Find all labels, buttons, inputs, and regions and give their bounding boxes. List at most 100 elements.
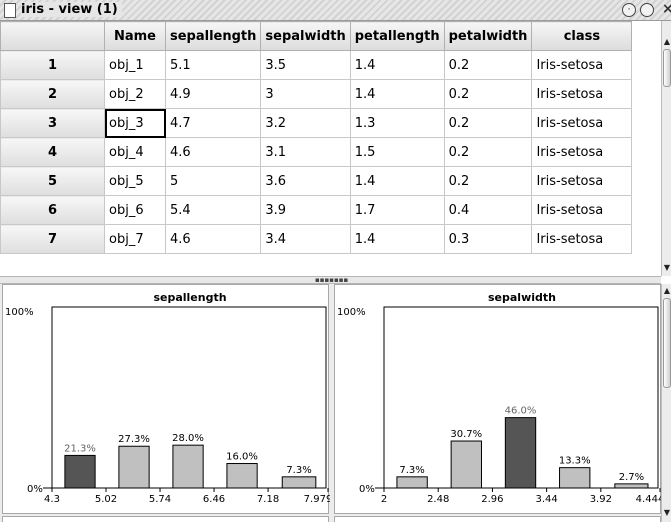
histogram-bar (559, 467, 591, 489)
column-header-class[interactable]: class (531, 21, 633, 51)
row-header[interactable]: 3 (0, 108, 105, 138)
table-cell-petallength[interactable]: 1.4 (349, 79, 445, 109)
table-row[interactable]: 4 obj_4 4.6 3.1 1.5 0.2 Iris-setosa (0, 137, 633, 167)
chart-title: sepallength (153, 291, 226, 304)
table-cell-sepalwidth[interactable]: 3.9 (260, 195, 351, 225)
table-cell-sepalwidth[interactable]: 3.4 (260, 224, 351, 254)
table-cell-name[interactable]: obj_7 (104, 224, 166, 254)
table-cell-petalwidth[interactable]: 0.2 (443, 50, 533, 80)
table-cell-sepallength[interactable]: 4.9 (164, 79, 262, 109)
table-cell-sepalwidth[interactable]: 3.1 (260, 137, 351, 167)
x-axis-tick-label: 6.46 (203, 494, 225, 505)
x-axis-tick-label: 2.48 (427, 494, 449, 505)
table-cell-class[interactable]: Iris-setosa (531, 50, 633, 80)
x-axis-tick-label: 7.18 (257, 494, 279, 505)
bar-value-label: 21.3% (64, 443, 96, 454)
charts-vertical-scrollbar[interactable]: ▲ ▼ (661, 284, 671, 522)
table-row[interactable]: 6 obj_6 5.4 3.9 1.7 0.4 Iris-setosa (0, 195, 633, 225)
pane-splitter[interactable]: ▪▪▪▪▪▪▪ (0, 276, 661, 284)
scroll-down-arrow-icon[interactable]: ▼ (663, 263, 671, 272)
row-header[interactable]: 1 (0, 50, 105, 80)
table-cell-class[interactable]: Iris-setosa (531, 79, 633, 109)
column-header-petalwidth[interactable]: petalwidth (443, 21, 533, 51)
column-header-petallength[interactable]: petallength (349, 21, 445, 51)
table-cell-sepallength[interactable]: 5.1 (164, 50, 262, 80)
table-cell-petalwidth[interactable]: 0.4 (443, 195, 533, 225)
minimize-button[interactable]: · (622, 3, 636, 17)
table-cell-petallength[interactable]: 1.3 (349, 108, 445, 138)
table-cell-name[interactable]: obj_5 (104, 166, 166, 196)
table-cell-name[interactable]: obj_3 (104, 108, 166, 138)
x-axis-tick-label: 5.02 (95, 494, 117, 505)
splitter-grip-icon[interactable]: ▪▪▪▪▪▪▪ (315, 276, 349, 284)
table-cell-sepalwidth[interactable]: 3.6 (260, 166, 351, 196)
table-row[interactable]: 7 obj_7 4.6 3.4 1.4 0.3 Iris-setosa (0, 224, 633, 254)
table-vertical-scrollbar[interactable]: ▲ ▼ (661, 21, 671, 276)
table-cell-class[interactable]: Iris-setosa (531, 195, 633, 225)
row-header[interactable]: 4 (0, 137, 105, 167)
x-axis-tick-label: 4.444 (636, 494, 662, 505)
row-header[interactable]: 2 (0, 79, 105, 109)
table-cell-petallength[interactable]: 1.7 (349, 195, 445, 225)
table-row[interactable]: 2 obj_2 4.9 3 1.4 0.2 Iris-setosa (0, 79, 633, 109)
table-cell-petalwidth[interactable]: 0.2 (443, 166, 533, 196)
bar-value-label: 13.3% (559, 456, 591, 467)
table-corner-cell[interactable] (0, 21, 105, 51)
maximize-button[interactable] (640, 3, 654, 17)
table-cell-sepalwidth[interactable]: 3.2 (260, 108, 351, 138)
histogram-bar (396, 476, 428, 489)
histogram-pane[interactable]: sepallength 100% 0% 21.3% 27.3% 28.0% 16.0% 7.3… (0, 284, 662, 522)
histogram-bar (172, 444, 204, 489)
window-icon (4, 3, 16, 18)
table-cell-petallength[interactable]: 1.4 (349, 166, 445, 196)
table-cell-sepallength[interactable]: 4.6 (164, 137, 262, 167)
table-cell-petalwidth[interactable]: 0.2 (443, 137, 533, 167)
x-axis-tick-label: 3.92 (590, 494, 612, 505)
column-header-sepalwidth[interactable]: sepalwidth (260, 21, 351, 51)
data-table-view[interactable]: Name sepallength sepalwidth petallength … (0, 21, 661, 276)
table-cell-petallength[interactable]: 1.4 (349, 224, 445, 254)
bar-value-label: 2.7% (619, 472, 644, 483)
y-axis-min-label: 0% (27, 484, 43, 495)
histogram-bar (614, 483, 649, 489)
table-cell-class[interactable]: Iris-setosa (531, 137, 633, 167)
column-header-sepallength[interactable]: sepallength (164, 21, 262, 51)
table-cell-class[interactable]: Iris-setosa (531, 108, 633, 138)
x-axis-tick-label: 4.3 (44, 494, 60, 505)
bar-value-label: 7.3% (399, 465, 424, 476)
row-header[interactable]: 7 (0, 224, 105, 254)
table-row[interactable]: 1 obj_1 5.1 3.5 1.4 0.2 Iris-setosa (0, 50, 633, 80)
table-cell-name[interactable]: obj_2 (104, 79, 166, 109)
charts-scroll-thumb[interactable] (663, 298, 671, 388)
window-titlebar[interactable]: iris - view (1) · × (0, 0, 671, 21)
table-cell-name[interactable]: obj_4 (104, 137, 166, 167)
table-cell-class[interactable]: Iris-setosa (531, 224, 633, 254)
charts-scroll-down-arrow-icon[interactable]: ▼ (663, 508, 671, 517)
charts-scroll-up-arrow-icon[interactable]: ▲ (663, 286, 671, 295)
table-cell-petalwidth[interactable]: 0.3 (443, 224, 533, 254)
table-cell-name[interactable]: obj_1 (104, 50, 166, 80)
table-cell-petalwidth[interactable]: 0.2 (443, 108, 533, 138)
table-cell-petallength[interactable]: 1.4 (349, 50, 445, 80)
histogram-bar (64, 454, 96, 489)
bar-value-label: 30.7% (450, 429, 482, 440)
scroll-up-arrow-icon[interactable]: ▲ (663, 37, 671, 46)
table-cell-petalwidth[interactable]: 0.2 (443, 79, 533, 109)
table-row[interactable]: 3 obj_3 4.7 3.2 1.3 0.2 Iris-setosa (0, 108, 633, 138)
table-row[interactable]: 5 obj_5 5 3.6 1.4 0.2 Iris-setosa (0, 166, 633, 196)
x-axis-tick-label: 5.74 (149, 494, 171, 505)
table-cell-sepallength[interactable]: 4.7 (164, 108, 262, 138)
table-cell-sepalwidth[interactable]: 3 (260, 79, 351, 109)
row-header[interactable]: 6 (0, 195, 105, 225)
table-cell-petallength[interactable]: 1.5 (349, 137, 445, 167)
table-cell-name[interactable]: obj_6 (104, 195, 166, 225)
row-header[interactable]: 5 (0, 166, 105, 196)
table-cell-sepallength[interactable]: 5.4 (164, 195, 262, 225)
table-cell-sepallength[interactable]: 5 (164, 166, 262, 196)
table-scroll-thumb[interactable] (663, 49, 671, 87)
column-header-name[interactable]: Name (104, 21, 166, 51)
table-cell-sepalwidth[interactable]: 3.5 (260, 50, 351, 80)
close-button[interactable]: × (662, 1, 671, 17)
table-cell-class[interactable]: Iris-setosa (531, 166, 633, 196)
table-cell-sepallength[interactable]: 4.6 (164, 224, 262, 254)
